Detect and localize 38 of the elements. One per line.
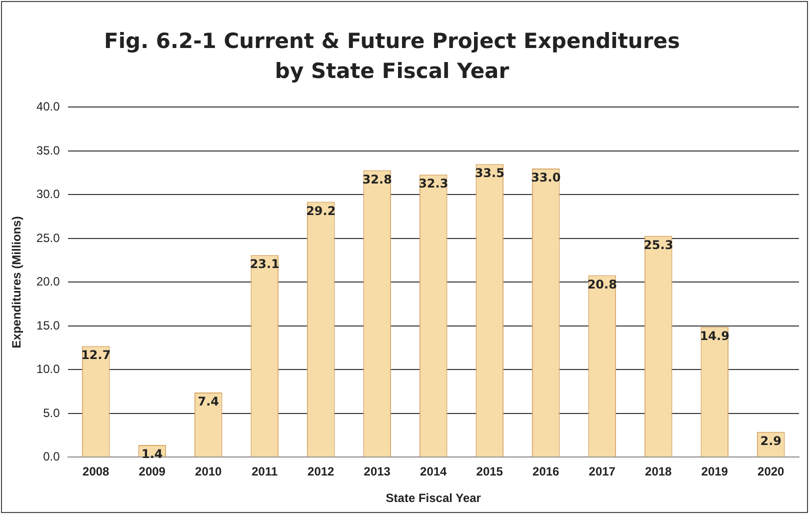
data-label: 1.4 <box>141 447 163 462</box>
y-tick-label: 5.0 <box>43 406 60 420</box>
data-label: 25.3 <box>644 238 674 252</box>
data-label: 32.8 <box>362 172 392 186</box>
data-label: 7.4 <box>198 394 220 409</box>
y-tick-label: 25.0 <box>36 230 60 245</box>
x-tick-label: 2020 <box>758 464 785 479</box>
data-label: 33.5 <box>474 166 504 180</box>
x-tick-label: 2015 <box>476 464 504 479</box>
data-label: 20.8 <box>587 277 617 292</box>
y-tick-label: 40.0 <box>36 100 60 114</box>
x-tick-label: 2009 <box>138 464 166 479</box>
x-tick-label: 2010 <box>195 464 222 479</box>
x-tick-label: 2018 <box>645 464 672 479</box>
y-axis-title: Expenditures (Millions) <box>10 216 24 348</box>
y-tick-label: 20.0 <box>36 274 60 289</box>
data-label: 12.7 <box>81 348 111 362</box>
data-label: 32.3 <box>418 176 448 191</box>
y-tick-label: 0.0 <box>43 450 60 464</box>
x-axis-title: State Fiscal Year <box>386 491 482 506</box>
x-tick-label: 2013 <box>364 464 391 479</box>
data-label: 29.2 <box>306 204 336 218</box>
data-label: 33.0 <box>531 170 561 185</box>
y-tick-label: 10.0 <box>36 362 60 376</box>
data-label: 14.9 <box>700 328 730 343</box>
x-tick-label: 2019 <box>701 464 728 479</box>
y-tick-label: 30.0 <box>36 187 60 202</box>
data-label: 2.9 <box>760 434 782 448</box>
y-tick-label: 15.0 <box>36 318 60 332</box>
x-tick-label: 2017 <box>588 464 616 479</box>
y-tick-label: 35.0 <box>36 143 60 158</box>
x-tick-label: 2012 <box>308 464 335 479</box>
x-tick-label: 2008 <box>82 464 110 479</box>
x-tick-label: 2011 <box>252 464 278 479</box>
x-tick-label: 2014 <box>420 464 448 479</box>
chart-title: Fig. 6.2-1 Current & Future Project Expenditures by State Fiscal Year <box>103 28 681 85</box>
data-label: 23.1 <box>250 257 280 272</box>
x-tick-label: 2016 <box>532 464 560 479</box>
